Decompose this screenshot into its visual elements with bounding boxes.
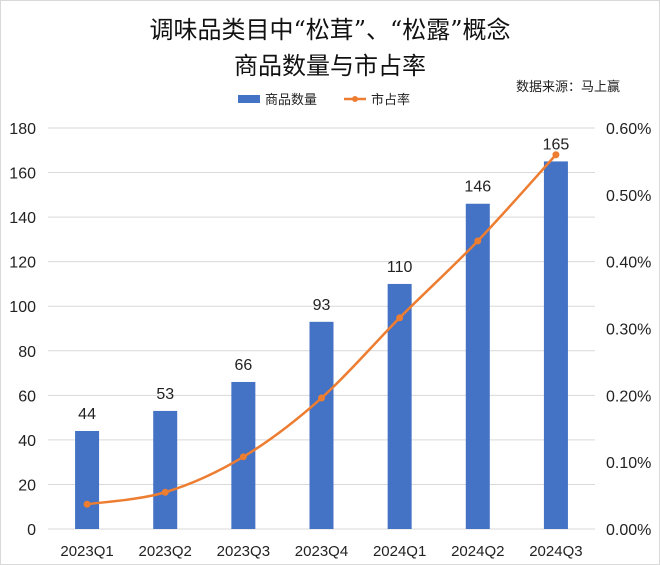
left-tick-label: 140 xyxy=(9,210,36,227)
left-tick-label: 120 xyxy=(9,255,36,272)
bar xyxy=(465,203,490,529)
right-tick-label: 0.10% xyxy=(606,455,651,472)
bar-data-label: 93 xyxy=(313,297,331,314)
bar-data-label: 66 xyxy=(234,357,252,374)
bar-data-label: 53 xyxy=(156,386,174,403)
market-share-point xyxy=(474,237,482,245)
market-share-point xyxy=(161,488,169,496)
chart-title: 调味品类目中“松茸”、“松露”概念 xyxy=(149,16,511,44)
legend-label-bar: 商品数量 xyxy=(265,92,317,107)
right-tick-label: 0.50% xyxy=(606,188,651,205)
bar-data-label: 44 xyxy=(78,406,96,423)
right-tick-label: 0.00% xyxy=(606,522,651,539)
left-tick-label: 60 xyxy=(18,388,36,405)
legend-marker-line xyxy=(352,96,358,102)
market-share-point xyxy=(83,500,91,508)
x-tick-label: 2023Q3 xyxy=(217,543,270,560)
bar-data-label: 146 xyxy=(464,179,491,196)
x-tick-label: 2024Q1 xyxy=(373,543,426,560)
right-tick-label: 0.30% xyxy=(606,322,651,339)
bar xyxy=(75,430,100,529)
bar xyxy=(153,410,178,529)
x-tick-label: 2023Q2 xyxy=(139,543,192,560)
legend-swatch-bar xyxy=(238,95,260,103)
bar-data-label: 165 xyxy=(543,136,570,153)
left-tick-label: 180 xyxy=(9,121,36,138)
x-tick-label: 2023Q4 xyxy=(295,543,348,560)
bar xyxy=(309,321,334,529)
right-tick-label: 0.40% xyxy=(606,255,651,272)
left-tick-label: 40 xyxy=(18,433,36,450)
bar-data-label: 110 xyxy=(387,259,413,276)
x-tick-label: 2024Q2 xyxy=(451,543,504,560)
left-tick-label: 20 xyxy=(18,477,36,494)
left-tick-label: 160 xyxy=(9,166,36,183)
right-tick-label: 0.20% xyxy=(606,388,651,405)
chart-subtitle: 商品数量与市占率 xyxy=(234,52,426,80)
x-tick-label: 2024Q3 xyxy=(529,543,582,560)
market-share-point xyxy=(239,453,247,461)
x-tick-label: 2023Q1 xyxy=(60,543,113,560)
left-tick-label: 100 xyxy=(9,299,36,316)
left-tick-label: 0 xyxy=(27,522,36,539)
right-tick-label: 0.60% xyxy=(606,121,651,138)
bar xyxy=(543,161,568,529)
market-share-point xyxy=(552,151,560,159)
legend-label-line: 市占率 xyxy=(371,92,410,107)
market-share-point xyxy=(396,314,404,322)
market-share-point xyxy=(318,394,325,402)
left-tick-label: 80 xyxy=(18,344,36,361)
data-source: 数据来源：马上赢 xyxy=(515,80,620,95)
